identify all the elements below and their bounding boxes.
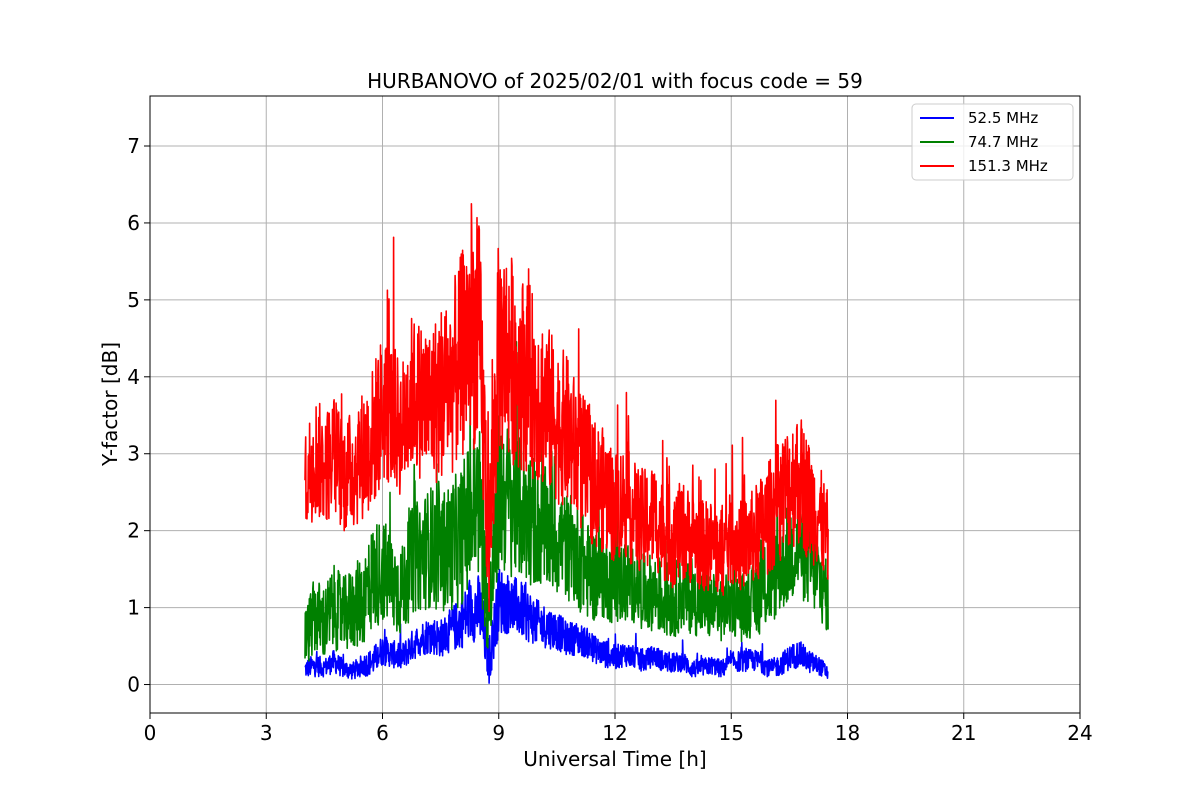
y-ticks: 0 1 2 3 4 5 6 7 [127, 134, 150, 697]
x-tick-label: 9 [492, 721, 505, 745]
y-tick-label: 5 [127, 288, 140, 312]
y-tick-label: 6 [127, 211, 140, 235]
x-tick-label: 15 [719, 721, 744, 745]
grid-layer [149, 96, 1081, 713]
y-tick-label: 0 [127, 673, 140, 697]
x-ticks: 0 3 6 9 12 15 18 21 24 [144, 713, 1093, 745]
y-tick-label: 3 [127, 442, 140, 466]
chart-title: HURBANOVO of 2025/02/01 with focus code … [367, 69, 863, 93]
series-layer [304, 203, 829, 684]
x-axis-label: Universal Time [h] [523, 747, 706, 771]
legend-box [911, 103, 1074, 181]
y-tick-label: 4 [127, 365, 140, 389]
x-tick-label: 18 [835, 721, 860, 745]
series-line-2 [304, 203, 829, 613]
y-axis-label: Y-factor [dB] [98, 342, 122, 467]
x-tick-label: 3 [260, 721, 273, 745]
legend-label-1: 74.7 MHz [968, 133, 1038, 151]
y-tick-label: 1 [127, 596, 140, 620]
series-line-0 [304, 568, 829, 684]
legend-label-0: 52.5 MHz [968, 109, 1038, 127]
legend: 52.5 MHz 74.7 MHz 151.3 MHz [911, 103, 1074, 181]
y-tick-label: 2 [127, 519, 140, 543]
x-tick-label: 21 [951, 721, 976, 745]
x-tick-label: 12 [602, 721, 627, 745]
x-tick-label: 6 [376, 721, 389, 745]
y-tick-label: 7 [127, 134, 140, 158]
legend-label-2: 151.3 MHz [968, 157, 1048, 175]
x-tick-label: 0 [144, 721, 157, 745]
x-tick-label: 24 [1067, 721, 1092, 745]
